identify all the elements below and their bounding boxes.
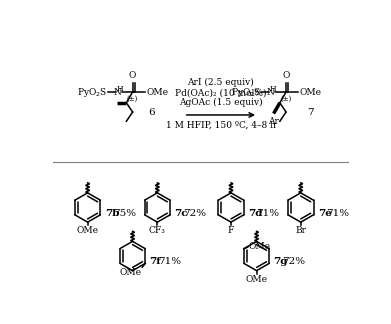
Text: 72%: 72%	[183, 209, 206, 218]
Text: Pd(OAc)₂ (10 mol%): Pd(OAc)₂ (10 mol%)	[175, 88, 267, 97]
Text: 7g: 7g	[274, 257, 288, 266]
Text: 71%: 71%	[256, 209, 280, 218]
Text: AgOAc (1.5 equiv): AgOAc (1.5 equiv)	[179, 98, 263, 107]
Text: ArI (2.5 equiv): ArI (2.5 equiv)	[187, 78, 254, 87]
Text: 7e: 7e	[318, 209, 332, 218]
Text: OMe: OMe	[147, 87, 169, 97]
Text: 7d: 7d	[248, 209, 262, 218]
Text: 7: 7	[307, 108, 314, 117]
Text: (±): (±)	[280, 95, 292, 103]
Text: PyO$_2$S: PyO$_2$S	[77, 86, 108, 98]
Text: 7b: 7b	[105, 209, 119, 218]
Text: O: O	[282, 72, 290, 80]
Text: F: F	[228, 226, 234, 235]
Text: OMe: OMe	[77, 226, 99, 235]
Text: PyO$_2$S: PyO$_2$S	[231, 86, 261, 98]
Text: 6: 6	[148, 108, 154, 117]
Text: 75%: 75%	[113, 209, 136, 218]
Text: N: N	[113, 87, 121, 97]
Text: H: H	[269, 85, 276, 93]
Text: Br: Br	[295, 226, 306, 235]
Text: 71%: 71%	[158, 257, 181, 266]
Text: OMe: OMe	[120, 268, 142, 277]
Text: OMe: OMe	[246, 274, 267, 284]
Text: O: O	[129, 72, 136, 80]
Text: OMe: OMe	[300, 87, 322, 97]
Text: 72%: 72%	[282, 257, 305, 266]
Text: 7f: 7f	[150, 257, 161, 266]
Text: OMe: OMe	[248, 242, 271, 251]
Text: Ar: Ar	[268, 117, 279, 126]
Text: 71%: 71%	[326, 209, 350, 218]
Text: CF₃: CF₃	[149, 226, 166, 235]
Text: (±): (±)	[127, 95, 138, 103]
Text: H: H	[116, 85, 123, 93]
Text: 1 M HFIP, 150 ºC, 4–8 h: 1 M HFIP, 150 ºC, 4–8 h	[166, 121, 276, 130]
Text: N: N	[267, 87, 274, 97]
Text: 7c: 7c	[174, 209, 188, 218]
